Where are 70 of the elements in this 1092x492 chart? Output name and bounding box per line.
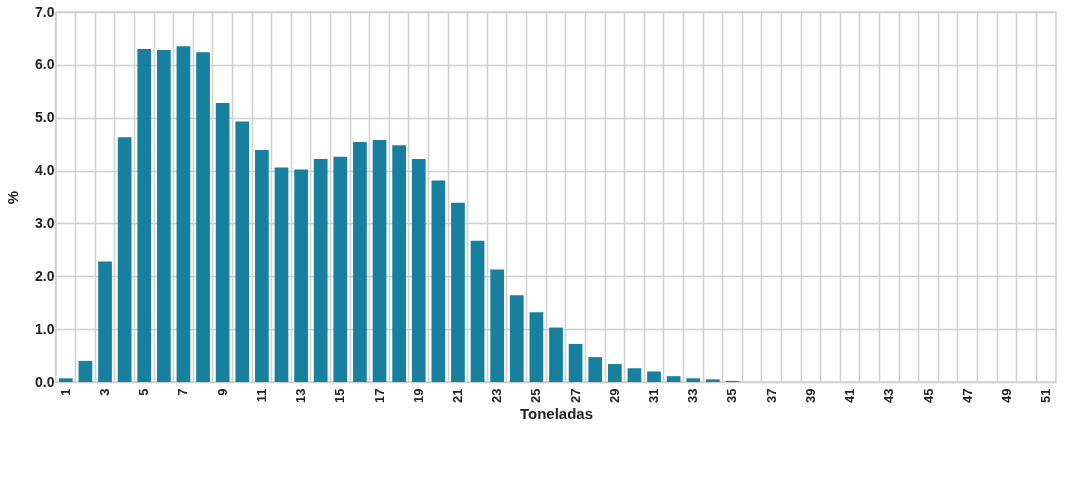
- bar: [353, 142, 367, 382]
- y-tick-label: 5.0: [35, 109, 55, 126]
- x-tick-label: 19: [410, 388, 426, 403]
- x-tick-label: 37: [763, 388, 779, 403]
- bar: [411, 158, 426, 382]
- y-tick-label: 2.0: [35, 267, 55, 284]
- bar: [156, 50, 171, 382]
- bar: [294, 169, 308, 382]
- x-tick-label: 25: [528, 388, 544, 403]
- x-tick-label: 39: [802, 388, 818, 403]
- x-tick-label: 11: [253, 388, 269, 403]
- bar: [588, 357, 603, 382]
- bar: [372, 139, 387, 382]
- bar: [333, 156, 348, 382]
- y-tick-label: 1.0: [35, 320, 55, 337]
- x-tick-label: 17: [371, 388, 387, 403]
- x-tick-label: 23: [489, 388, 505, 403]
- y-tick-label: 0.0: [35, 373, 55, 390]
- x-tick-label: 49: [998, 388, 1014, 403]
- bar: [706, 379, 720, 382]
- x-tick-label: 7: [175, 388, 191, 396]
- bar: [58, 378, 73, 382]
- x-tick-label: 9: [214, 388, 230, 396]
- x-tick-label: 31: [646, 388, 662, 403]
- bar: [647, 371, 661, 382]
- bar: [549, 327, 563, 382]
- bar: [98, 261, 112, 382]
- x-tick-label: 29: [606, 388, 622, 403]
- bar: [470, 240, 485, 382]
- bar: [431, 180, 446, 382]
- y-tick-label: 6.0: [35, 56, 55, 73]
- bar: [255, 149, 269, 382]
- y-tick-label: 7.0: [35, 3, 55, 20]
- x-tick-label: 15: [332, 388, 348, 403]
- x-tick-label: 5: [136, 388, 152, 396]
- bar: [490, 269, 505, 382]
- bar: [607, 364, 622, 382]
- x-tick-label: 27: [567, 388, 583, 403]
- y-tick-label: 4.0: [35, 162, 55, 179]
- x-tick-label: 1: [57, 388, 73, 396]
- bar: [117, 137, 132, 382]
- x-tick-label: 35: [724, 388, 740, 403]
- x-tick-label: 43: [881, 388, 897, 403]
- x-tick-label: 13: [293, 388, 309, 403]
- bar: [666, 376, 681, 382]
- bar: [509, 295, 524, 382]
- x-tick-label: 33: [685, 388, 701, 403]
- x-axis-title: Toneladas: [519, 404, 594, 422]
- bar: [235, 121, 250, 382]
- bar: [78, 360, 93, 382]
- bar: [451, 202, 465, 382]
- x-tick-label: 45: [920, 388, 936, 403]
- bar: [686, 378, 701, 382]
- x-tick-label: 3: [97, 388, 113, 396]
- bar: [196, 52, 210, 382]
- bar: [274, 167, 289, 382]
- x-tick-label: 41: [842, 388, 858, 403]
- bar: [215, 102, 230, 382]
- bar: [392, 145, 406, 382]
- bar: [529, 312, 544, 382]
- bar: [137, 49, 152, 382]
- bar: [568, 343, 583, 382]
- x-tick-label: 21: [449, 388, 465, 403]
- y-axis-title: %: [4, 190, 22, 205]
- y-tick-label: 3.0: [35, 214, 55, 231]
- bar: [627, 368, 642, 382]
- bar: [176, 46, 191, 382]
- x-tick-label: 51: [1038, 388, 1054, 403]
- bar: [313, 158, 328, 382]
- x-tick-label: 47: [959, 388, 975, 403]
